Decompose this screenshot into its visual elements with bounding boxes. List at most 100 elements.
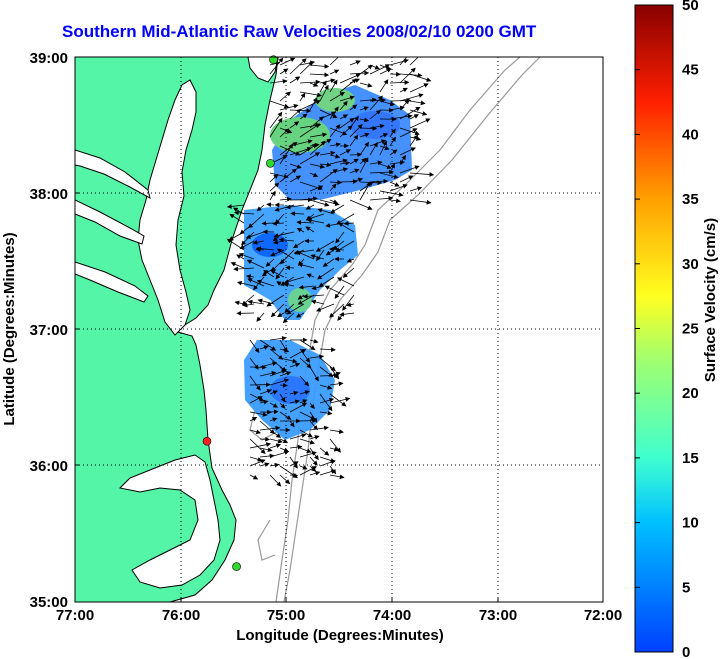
velocity-arrow xyxy=(319,150,336,156)
velocity-arrow xyxy=(329,393,347,407)
velocity-arrow xyxy=(339,149,352,156)
velocity-arrow xyxy=(266,294,285,307)
velocity-arrow xyxy=(322,258,335,267)
velocity-arrow xyxy=(279,411,292,420)
velocity-arrow xyxy=(389,149,398,156)
colorbar-tick-label: 25 xyxy=(682,321,699,338)
velocity-arrow xyxy=(249,396,263,404)
velocity-arrow xyxy=(279,128,290,138)
velocity-arrow xyxy=(309,132,328,138)
velocity-arrow xyxy=(289,390,299,396)
velocity-arrow xyxy=(247,278,265,287)
velocity-arrow xyxy=(319,199,340,207)
velocity-arrow xyxy=(245,274,255,279)
velocity-arrow xyxy=(234,210,255,216)
colorbar-tick-label: 5 xyxy=(682,579,690,596)
velocity-arrow xyxy=(299,447,312,454)
velocity-arrow xyxy=(409,109,428,116)
velocity-arrow xyxy=(335,231,345,244)
velocity-arrow xyxy=(346,258,355,263)
velocity-arrow xyxy=(249,417,258,422)
velocity-arrow xyxy=(309,470,321,476)
velocity-arrow xyxy=(409,186,423,192)
velocity-arrow xyxy=(334,285,345,299)
velocity-arrow xyxy=(266,202,275,208)
velocity-arrow xyxy=(280,249,295,265)
velocity-arrow xyxy=(256,279,275,287)
velocity-arrow xyxy=(379,133,389,138)
velocity-arrow xyxy=(409,100,426,106)
velocity-arrow xyxy=(269,417,278,422)
velocity-arrow xyxy=(279,357,298,364)
velocity-arrow xyxy=(409,199,432,205)
velocity-arrow xyxy=(230,262,245,269)
velocity-arrow xyxy=(399,67,416,84)
y-tick-label: 36:00 xyxy=(30,458,68,475)
colorbar-ticks: 0 5 10 15 20 25 30 35 40 45 50 xyxy=(635,0,699,659)
velocity-arrow xyxy=(379,172,399,179)
velocity-arrow xyxy=(389,80,410,85)
grid xyxy=(75,57,603,602)
velocity-arrow xyxy=(409,57,423,66)
velocity-arrow xyxy=(339,114,349,120)
velocity-arrow xyxy=(289,444,303,450)
velocity-arrow xyxy=(239,222,255,235)
velocity-arrow xyxy=(329,158,348,165)
station-hatteras xyxy=(232,562,241,571)
velocity-arrow xyxy=(315,303,335,312)
velocity-arrow xyxy=(259,339,277,351)
velocity-arrow xyxy=(409,83,429,93)
colorbar xyxy=(634,4,674,653)
velocity-arrow xyxy=(229,213,245,224)
velocity-arrow xyxy=(339,160,351,166)
velocity-arrow xyxy=(309,354,325,360)
velocity-arrow xyxy=(274,204,295,212)
velocity-arrow xyxy=(309,402,315,410)
velocity-arrow xyxy=(233,266,255,272)
velocity-arrow xyxy=(324,285,345,296)
velocity-arrow xyxy=(315,240,335,252)
velocity-arrow xyxy=(329,57,339,66)
velocity-arrow xyxy=(379,145,390,151)
colorbar-tick-label: 50 xyxy=(682,0,699,14)
velocity-arrow xyxy=(309,456,318,466)
velocity-arrow xyxy=(269,182,280,192)
velocity-arrow xyxy=(329,92,345,102)
velocity-arrow xyxy=(269,438,283,444)
velocity-arrow xyxy=(329,69,340,75)
velocity-arrow xyxy=(329,142,341,148)
velocity-arrow xyxy=(305,226,315,233)
velocity-arrow xyxy=(269,390,278,395)
velocity-arrow xyxy=(269,462,280,468)
velocity-arrow xyxy=(285,265,295,271)
velocity-arrow xyxy=(289,362,301,368)
velocity-arrow xyxy=(279,402,286,409)
velocity-arrow xyxy=(259,453,275,459)
velocity-arrow xyxy=(296,228,305,233)
velocity-arrow xyxy=(342,267,355,278)
velocity-arrow xyxy=(270,270,285,278)
velocity-arrow xyxy=(295,312,305,318)
colorbar-tick-label: 45 xyxy=(682,62,699,79)
map-title: Southern Mid-Atlantic Raw Velocities 200… xyxy=(62,22,537,41)
velocity-arrow xyxy=(336,277,355,287)
velocity-arrow xyxy=(299,438,315,445)
velocity-arrow xyxy=(271,258,285,272)
velocity-arrow xyxy=(316,267,335,280)
velocity-arrow xyxy=(409,73,432,82)
x-tick-label: 77:00 xyxy=(56,607,94,624)
velocity-arrow xyxy=(279,393,286,403)
velocity-arrow xyxy=(234,300,245,306)
velocity-arrow xyxy=(269,78,288,84)
velocity-arrow xyxy=(249,474,259,480)
velocity-arrow xyxy=(306,218,325,224)
velocity-arrow xyxy=(269,474,282,487)
river-estuary xyxy=(75,149,151,199)
velocity-arrow xyxy=(279,168,297,183)
velocity-arrow xyxy=(289,420,295,428)
velocity-arrow xyxy=(276,312,285,318)
velocity-arrow xyxy=(349,70,370,76)
velocity-arrow xyxy=(329,106,339,120)
velocity-arrow xyxy=(339,125,353,138)
chesapeake-bay xyxy=(137,79,197,336)
